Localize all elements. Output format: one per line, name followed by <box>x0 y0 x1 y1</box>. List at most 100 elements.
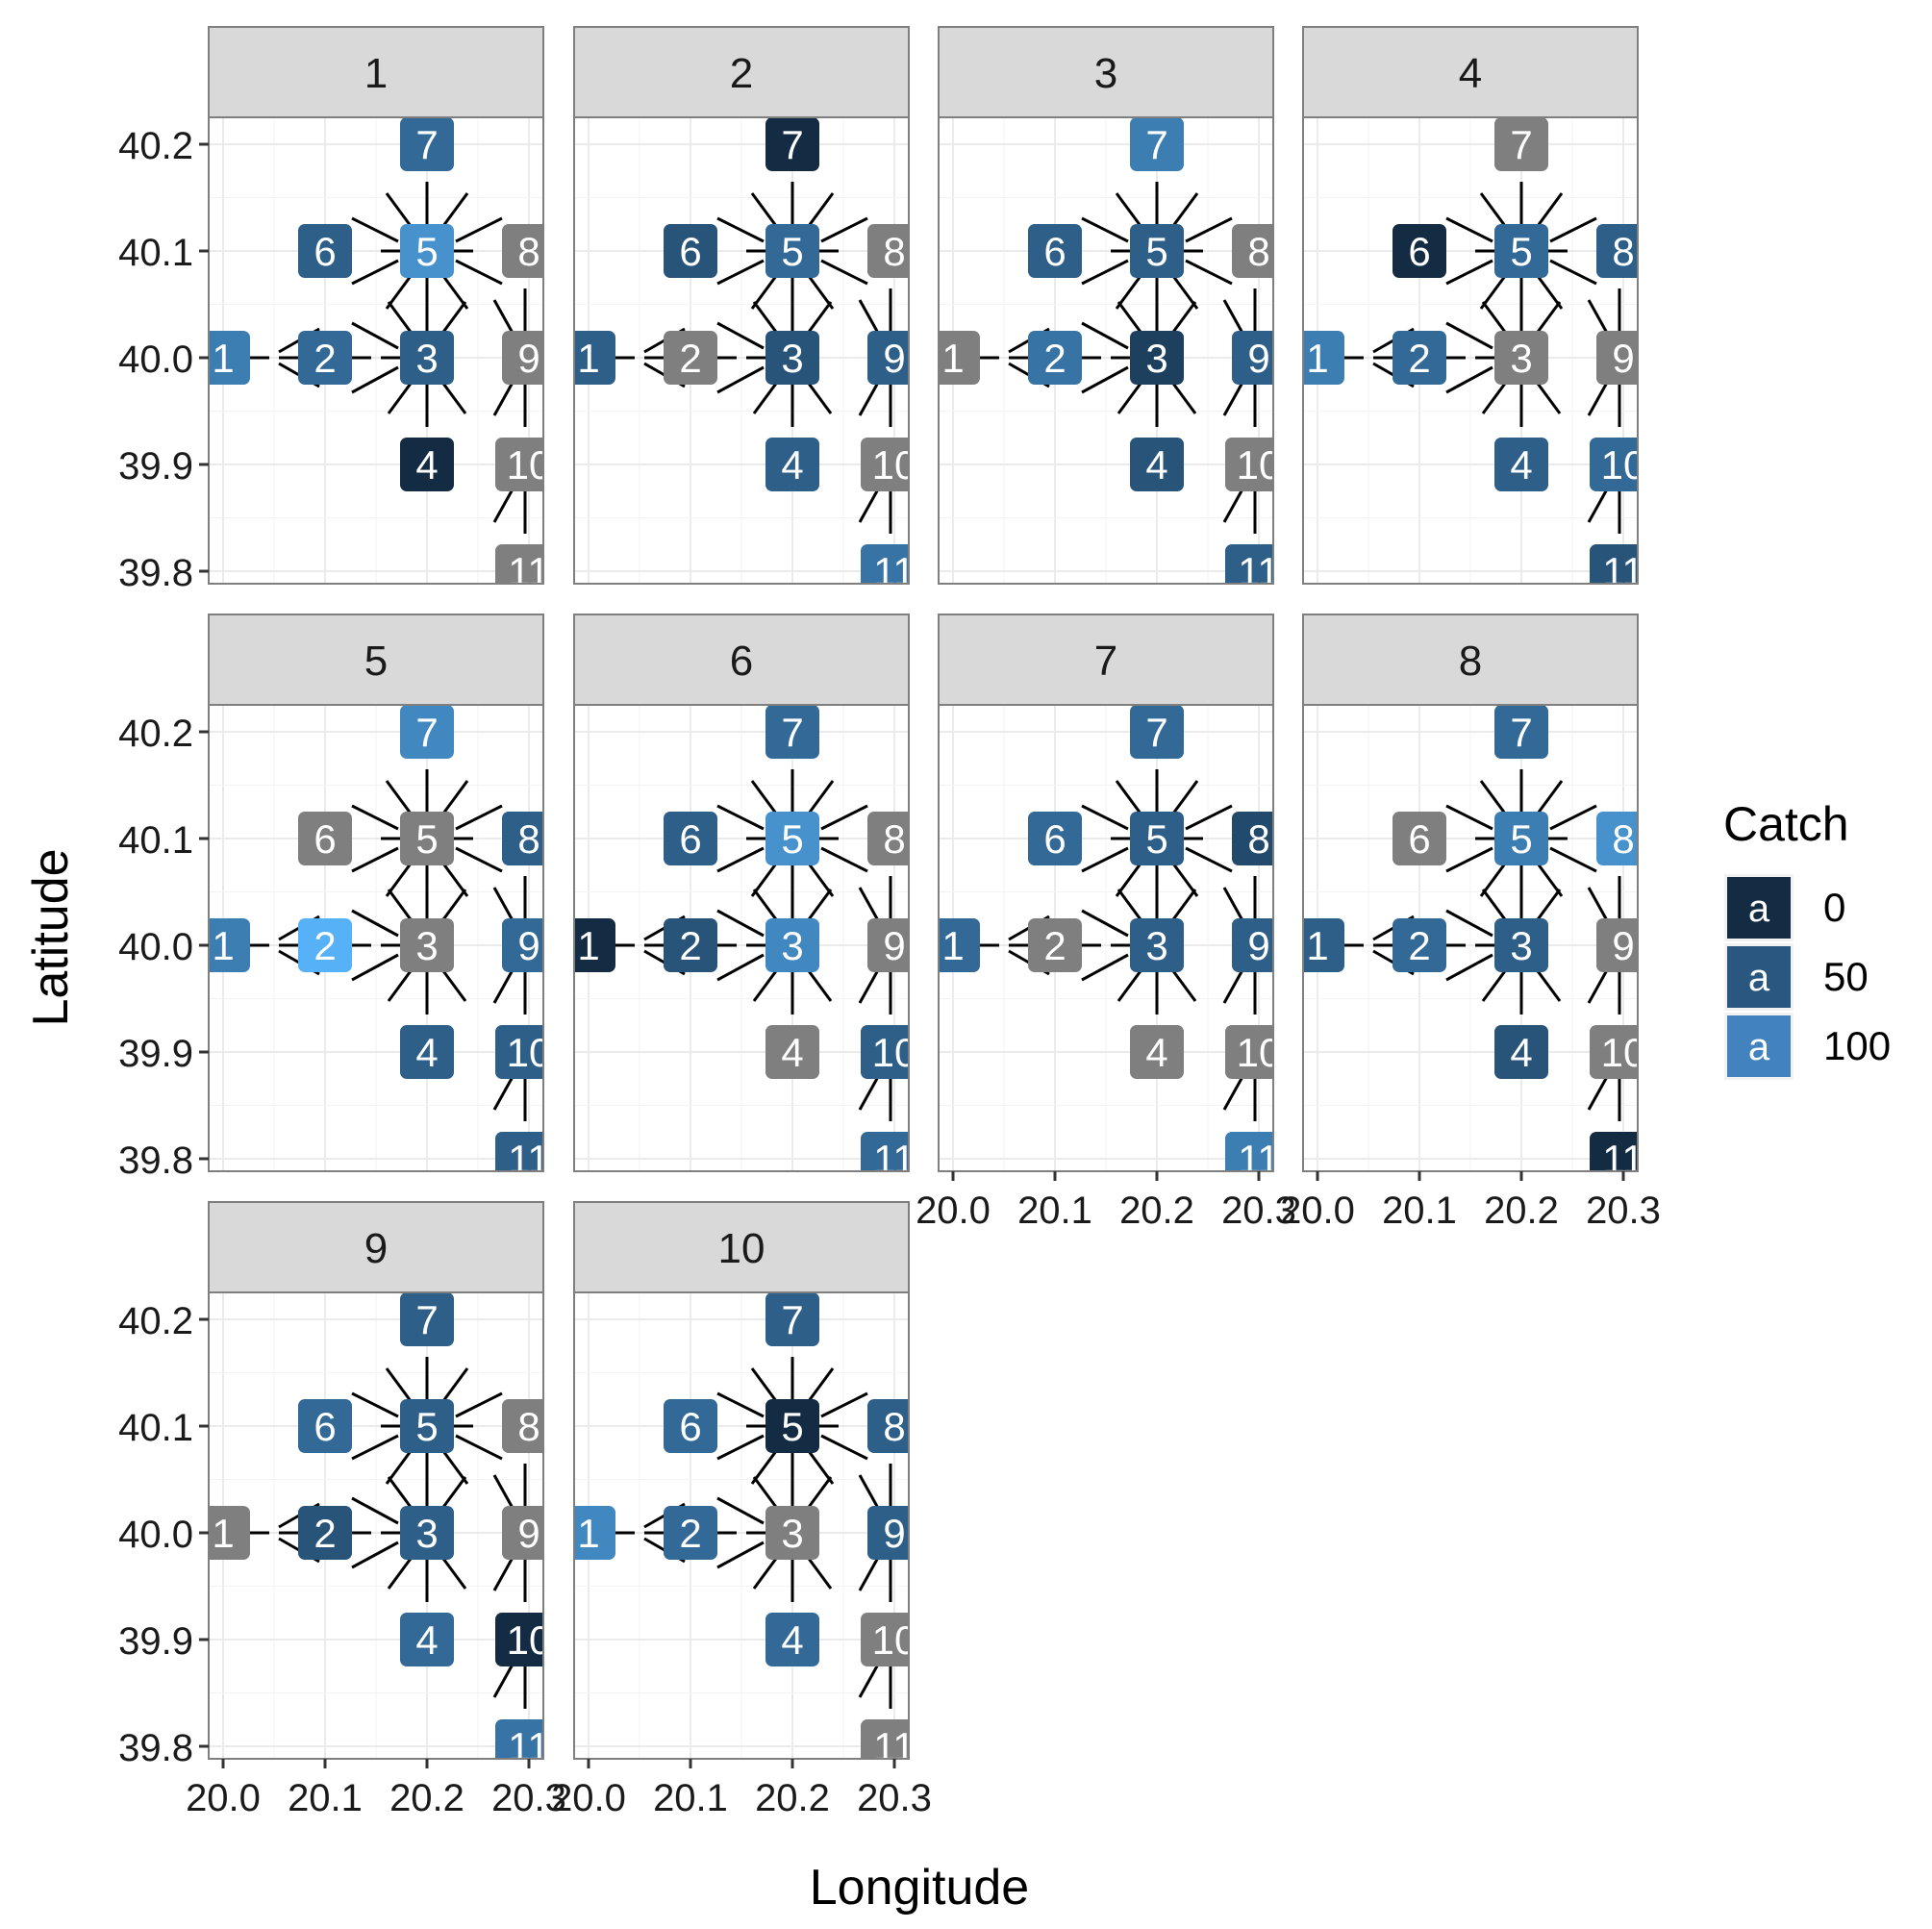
node-box <box>1225 544 1273 584</box>
node-label-1: 1 <box>939 918 980 972</box>
node-id: 2 <box>1408 336 1430 381</box>
network-edge <box>750 192 781 231</box>
node-label-6: 6 <box>664 224 717 278</box>
node-box <box>298 812 352 865</box>
network-edge <box>1081 259 1129 286</box>
node-label-9: 9 <box>867 918 909 972</box>
network-edge <box>455 259 503 286</box>
node-label-11: 11 <box>861 544 909 584</box>
network-edge <box>1115 780 1145 818</box>
node-id: 8 <box>1247 816 1269 862</box>
node-label-4: 4 <box>765 1025 819 1079</box>
network-edge <box>820 1391 868 1418</box>
network-edge <box>750 859 781 897</box>
network-edge <box>858 1474 881 1511</box>
node-box <box>1130 117 1184 171</box>
node-id: 3 <box>1145 923 1167 968</box>
y-tick-label: 40.0 <box>118 926 193 968</box>
node-box <box>400 117 454 171</box>
node-box <box>574 918 615 972</box>
node-id: 7 <box>781 710 803 755</box>
node-id: 5 <box>781 229 803 274</box>
network-edge <box>1081 321 1129 350</box>
network-edge <box>716 1541 765 1569</box>
node-id: 6 <box>314 229 336 274</box>
network-edge <box>351 216 399 243</box>
node-id: 2 <box>679 1511 701 1556</box>
node-box <box>1028 918 1082 972</box>
plot-content: 1 2 3 4 5 6 7 8 9 10 11 <box>574 705 909 1171</box>
network-edge <box>351 804 399 831</box>
node-id: 3 <box>1145 336 1167 381</box>
node-id: 10 <box>872 442 917 488</box>
node-box <box>1590 438 1638 491</box>
network-edge <box>1081 953 1129 982</box>
node-label-9: 9 <box>867 331 909 385</box>
network-edge <box>1185 846 1233 873</box>
node-box <box>400 1506 454 1560</box>
node-box <box>1130 331 1184 385</box>
node-box <box>574 331 615 385</box>
node-label-2: 2 <box>298 331 352 385</box>
network-edge <box>858 1662 881 1698</box>
facet-strip-label: 8 <box>1459 638 1482 685</box>
node-id: 10 <box>507 442 552 488</box>
network-edge <box>455 846 503 873</box>
facet-panel-10: 10 1 2 3 4 5 6 7 8 9 10 11 <box>573 1201 910 1760</box>
node-label-2: 2 <box>1028 918 1082 972</box>
node-id: 10 <box>1601 1030 1646 1075</box>
node-id: 11 <box>508 549 550 594</box>
network-edge <box>1587 299 1610 336</box>
node-id: 11 <box>508 1724 550 1769</box>
node-box <box>400 1292 454 1346</box>
network-edge <box>858 967 881 1004</box>
node-box <box>765 1613 819 1666</box>
node-id: 3 <box>781 1511 803 1556</box>
node-box <box>1590 544 1638 584</box>
legend: Catch a 0 a 50 a 100 <box>1722 797 1891 1082</box>
node-id: 9 <box>883 336 905 381</box>
panel-border <box>1302 116 1639 585</box>
facet-strip <box>208 26 544 118</box>
node-label-7: 7 <box>1130 705 1184 759</box>
node-box <box>495 1613 543 1666</box>
node-box <box>298 918 352 972</box>
node-box <box>495 1719 543 1759</box>
node-box <box>765 918 819 972</box>
y-tick-label: 39.8 <box>118 1727 193 1769</box>
network-edge <box>716 1391 765 1418</box>
node-box <box>861 1132 909 1171</box>
node-label-4: 4 <box>400 1613 454 1666</box>
node-label-8: 8 <box>867 812 909 865</box>
network-edge <box>1479 859 1510 897</box>
node-id: 9 <box>1612 923 1634 968</box>
network-edge <box>820 804 868 831</box>
node-id: 9 <box>883 923 905 968</box>
network-edge <box>1115 859 1145 897</box>
network-edge <box>351 1496 399 1525</box>
network-edge <box>858 1074 881 1111</box>
x-tick-label: 20.3 <box>1586 1190 1661 1232</box>
node-id: 1 <box>577 336 599 381</box>
node-box <box>209 331 250 385</box>
node-id: 1 <box>1306 923 1328 968</box>
network-edge <box>439 271 469 310</box>
node-id: 3 <box>781 923 803 968</box>
panel-border <box>573 704 910 1172</box>
x-tick-label: 20.0 <box>1280 1190 1355 1232</box>
node-label-11: 11 <box>1590 544 1638 584</box>
facet-strip-label: 9 <box>364 1225 388 1272</box>
node-id: 5 <box>1510 816 1532 862</box>
network-edge <box>1479 780 1510 818</box>
node-id: 2 <box>314 923 336 968</box>
node-id: 6 <box>679 229 701 274</box>
network-edge <box>804 1367 835 1406</box>
node-box <box>502 224 543 278</box>
y-tick-label: 40.1 <box>118 1407 193 1449</box>
node-box <box>400 438 454 491</box>
node-label-2: 2 <box>1028 331 1082 385</box>
network-edge <box>1222 487 1245 523</box>
legend-entry-label: 0 <box>1823 885 1845 930</box>
y-tick-label: 40.2 <box>118 713 193 755</box>
